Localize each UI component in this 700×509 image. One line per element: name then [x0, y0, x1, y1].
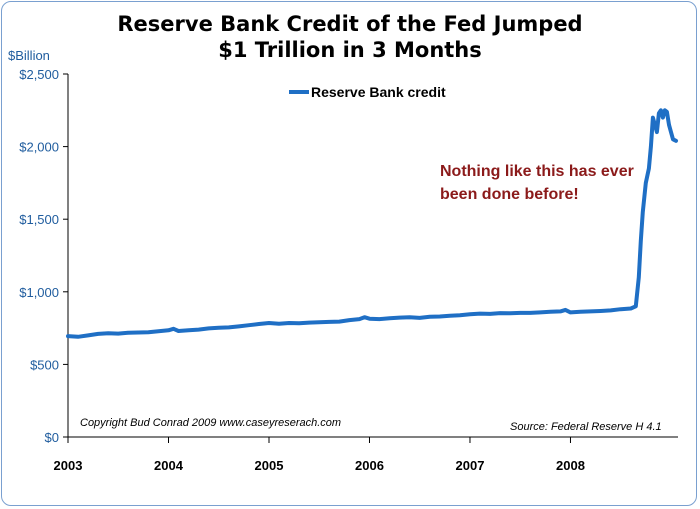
- chart-title-line-1: Reserve Bank Credit of the Fed Jumped: [117, 12, 583, 36]
- x-tick-label: 2006: [355, 458, 384, 473]
- annotation-line-2: been done before!: [440, 186, 579, 203]
- series-line-reserve-bank-credit: [66, 108, 678, 339]
- y-axis-label: $Billion: [8, 48, 50, 63]
- y-tick-label: $2,500: [19, 67, 59, 82]
- x-tick-label: 2005: [255, 458, 284, 473]
- y-tick-label: $2,000: [19, 140, 59, 155]
- y-ticks: $0 $500 $1,000 $1,500 $2,000 $2,500: [19, 67, 68, 445]
- x-tick-label: 2008: [556, 458, 585, 473]
- x-tick-label: 2007: [456, 458, 485, 473]
- x-tick-label: 2004: [154, 458, 184, 473]
- copyright-note: Copyright Bud Conrad 2009 www.caseyreser…: [80, 417, 341, 429]
- y-tick-label: $0: [45, 430, 59, 445]
- y-tick-label: $500: [30, 357, 59, 372]
- x-tick-label: 2003: [54, 458, 83, 473]
- x-ticks: 2003 2004 2005 2006 2007 2008: [54, 437, 585, 473]
- legend-label: Reserve Bank credit: [311, 84, 446, 100]
- y-tick-label: $1,000: [19, 285, 59, 300]
- y-tick-label: $1,500: [19, 212, 59, 227]
- annotation-line-1: Nothing like this has ever: [440, 163, 634, 180]
- chart-title-line-2: $1 Trillion in 3 Months: [218, 38, 482, 62]
- source-note: Source: Federal Reserve H 4.1: [510, 421, 662, 433]
